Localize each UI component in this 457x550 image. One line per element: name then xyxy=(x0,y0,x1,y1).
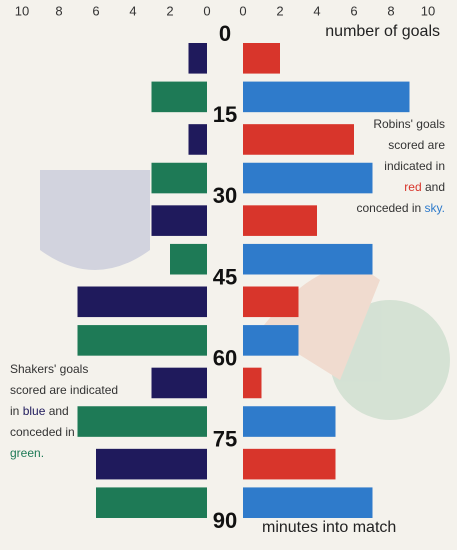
left-bar xyxy=(152,368,208,399)
annotation-text: indicated in xyxy=(384,159,445,173)
annotation-line: conceded in sky. xyxy=(356,201,445,215)
right-bar xyxy=(243,449,336,480)
annotation-line: in blue and xyxy=(10,404,69,418)
right-bar xyxy=(243,368,262,399)
annotation-line: indicated in xyxy=(384,159,445,173)
left-tick-label: 6 xyxy=(92,3,99,18)
left-bar xyxy=(78,287,208,318)
right-tick-label: 2 xyxy=(276,3,283,18)
right-bar xyxy=(243,163,373,194)
annotation-text: red xyxy=(404,180,421,194)
annotation-line: Shakers' goals xyxy=(10,362,88,376)
annotation-text: and xyxy=(45,404,68,418)
annotation-text: blue xyxy=(23,404,46,418)
chart: number of goals minutes into match 10 8 6 4… xyxy=(0,0,457,550)
time-mark: 45 xyxy=(213,264,237,289)
right-bar xyxy=(243,244,373,275)
left-bar xyxy=(96,449,207,480)
right-bar xyxy=(243,124,354,155)
left-bar xyxy=(152,205,208,236)
annotation-text: conceded in xyxy=(356,201,424,215)
left-bar xyxy=(78,406,208,437)
left-tick-label: 8 xyxy=(55,3,62,18)
annotation-line: green. xyxy=(10,446,44,460)
left-bar xyxy=(78,325,208,356)
right-bar xyxy=(243,82,410,113)
annotation-line: red and xyxy=(404,180,445,194)
right-axis-title: number of goals xyxy=(325,23,440,40)
annotation-text: Shakers' goals xyxy=(10,362,88,376)
time-mark: 30 xyxy=(213,183,237,208)
right-tick-label: 6 xyxy=(350,3,357,18)
right-bar xyxy=(243,43,280,74)
bottom-axis-title: minutes into match xyxy=(262,519,396,536)
annotation-text: and xyxy=(422,180,445,194)
annotation-text: scored are xyxy=(388,138,445,152)
right-bar xyxy=(243,487,373,518)
right-tick-label: 8 xyxy=(387,3,394,18)
right-bar xyxy=(243,205,317,236)
annotation-text: Robins' goals xyxy=(373,117,445,131)
left-tick-label: 2 xyxy=(166,3,173,18)
right-tick-label: 10 xyxy=(421,3,435,18)
left-bar xyxy=(189,43,208,74)
annotation-text: conceded in xyxy=(10,425,75,439)
time-mark: 75 xyxy=(213,427,237,452)
annotation-text: scored are indicated xyxy=(10,383,118,397)
annotation-line: Robins' goals xyxy=(373,117,445,131)
right-bar xyxy=(243,287,299,318)
left-tick-label: 4 xyxy=(129,3,136,18)
annotation-line: scored are indicated xyxy=(10,383,118,397)
time-mark: 90 xyxy=(213,508,237,533)
left-bar xyxy=(152,82,208,113)
annotation-text: in xyxy=(10,404,23,418)
time-mark: 15 xyxy=(213,102,237,127)
left-bar xyxy=(189,124,208,155)
left-bar xyxy=(170,244,207,275)
time-mark: 0 xyxy=(219,21,231,46)
left-tick-label: 0 xyxy=(203,3,210,18)
annotation-text: sky. xyxy=(425,201,445,215)
right-bar xyxy=(243,406,336,437)
time-mark: 60 xyxy=(213,345,237,370)
right-bar xyxy=(243,325,299,356)
annotation-line: scored are xyxy=(388,138,445,152)
right-tick-label: 4 xyxy=(313,3,320,18)
left-bar xyxy=(96,487,207,518)
right-tick-label: 0 xyxy=(239,3,246,18)
annotation-line: conceded in xyxy=(10,425,75,439)
left-bar xyxy=(152,163,208,194)
left-tick-label: 10 xyxy=(15,3,29,18)
annotation-text: green. xyxy=(10,446,44,460)
